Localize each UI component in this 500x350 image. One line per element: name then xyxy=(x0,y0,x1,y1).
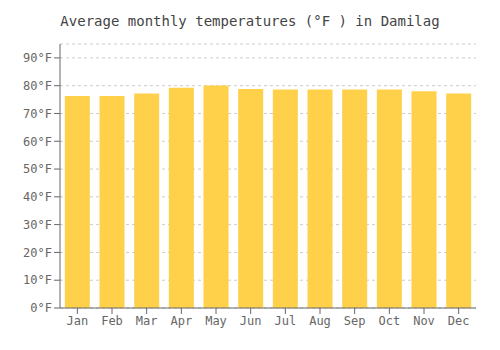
svg-text:90°F: 90°F xyxy=(23,51,52,65)
svg-text:Jun: Jun xyxy=(240,314,262,328)
svg-text:Sep: Sep xyxy=(344,314,366,328)
svg-text:Feb: Feb xyxy=(101,314,123,328)
svg-text:Jul: Jul xyxy=(274,314,296,328)
svg-text:10°F: 10°F xyxy=(23,273,52,287)
svg-text:80°F: 80°F xyxy=(23,79,52,93)
svg-text:20°F: 20°F xyxy=(23,246,52,260)
svg-text:40°F: 40°F xyxy=(23,190,52,204)
svg-text:50°F: 50°F xyxy=(23,162,52,176)
svg-text:May: May xyxy=(205,314,227,328)
svg-text:Jan: Jan xyxy=(66,314,88,328)
svg-text:60°F: 60°F xyxy=(23,135,52,149)
svg-text:0°F: 0°F xyxy=(30,301,52,315)
svg-text:Dec: Dec xyxy=(448,314,470,328)
svg-text:Nov: Nov xyxy=(413,314,435,328)
svg-text:Mar: Mar xyxy=(136,314,158,328)
svg-text:70°F: 70°F xyxy=(23,107,52,121)
svg-text:30°F: 30°F xyxy=(23,218,52,232)
svg-text:Aug: Aug xyxy=(309,314,331,328)
svg-text:Apr: Apr xyxy=(170,314,192,328)
svg-text:Oct: Oct xyxy=(378,314,400,328)
html-text:Average monthly temperatures (: Average monthly temperatures (°F ) in Da… xyxy=(60,13,440,29)
